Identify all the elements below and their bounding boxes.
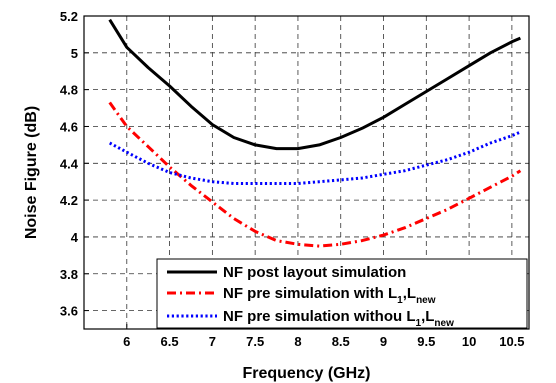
x-tick-label: 8 — [294, 334, 301, 349]
y-tick-label: 4.2 — [60, 193, 78, 208]
y-tick-label: 3.8 — [60, 267, 78, 282]
plot-series — [108, 18, 522, 248]
x-tick-label: 7 — [209, 334, 216, 349]
y-tick-label: 4.4 — [60, 156, 79, 171]
legend-subscript: new — [434, 318, 454, 329]
legend-subscript: 1 — [416, 318, 422, 329]
legend-label-2: NF pre simulation with L1,Lnew — [223, 285, 436, 306]
plot-frame — [83, 15, 530, 330]
x-tick-label: 7.5 — [246, 334, 264, 349]
x-tick-label: 10 — [462, 334, 476, 349]
y-tick-label: 4.8 — [60, 83, 78, 98]
y-tick-label: 3.6 — [60, 304, 78, 319]
grid — [84, 15, 529, 329]
legend-text-part: ,L — [403, 285, 416, 302]
x-tick-label: 6.5 — [161, 334, 179, 349]
x-tick-label: 10.5 — [499, 334, 524, 349]
series-line-3 — [108, 130, 521, 185]
x-tick-label: 9 — [380, 334, 387, 349]
x-axis-label: Frequency (GHz) — [242, 365, 370, 382]
legend-subscript: new — [416, 295, 436, 306]
x-tick-label: 6 — [123, 334, 130, 349]
legend-label-3: NF pre simulation withou L1,Lnew — [223, 308, 454, 329]
legend: NF post layout simulation NF pre simulati… — [156, 258, 528, 329]
y-tick-label: 4.6 — [60, 119, 78, 134]
x-tick-label: 8.5 — [332, 334, 350, 349]
legend-text-part: NF pre simulation with L — [223, 285, 397, 302]
series-line-1 — [108, 18, 521, 151]
legend-box — [156, 258, 528, 329]
y-axis-label: Noise Figure (dB) — [23, 106, 40, 239]
legend-label-1: NF post layout simulation — [223, 264, 406, 281]
y-tick-label: 5 — [71, 46, 78, 61]
legend-text-part: ,L — [421, 308, 434, 325]
y-tick-label: 4 — [71, 230, 79, 245]
x-tick-label: 9.5 — [417, 334, 435, 349]
legend-text-part: NF pre simulation withou L — [223, 308, 416, 325]
legend-text-part: NF post layout simulation — [223, 264, 406, 281]
axis-ticks: 6 6.5 7 7.5 8 8.5 9 9.5 10 10.5 3.6 3.8 4 4.2 4.4 4.6 4.… — [60, 9, 525, 349]
y-tick-label: 5.2 — [60, 9, 78, 24]
legend-subscript: 1 — [397, 295, 403, 306]
